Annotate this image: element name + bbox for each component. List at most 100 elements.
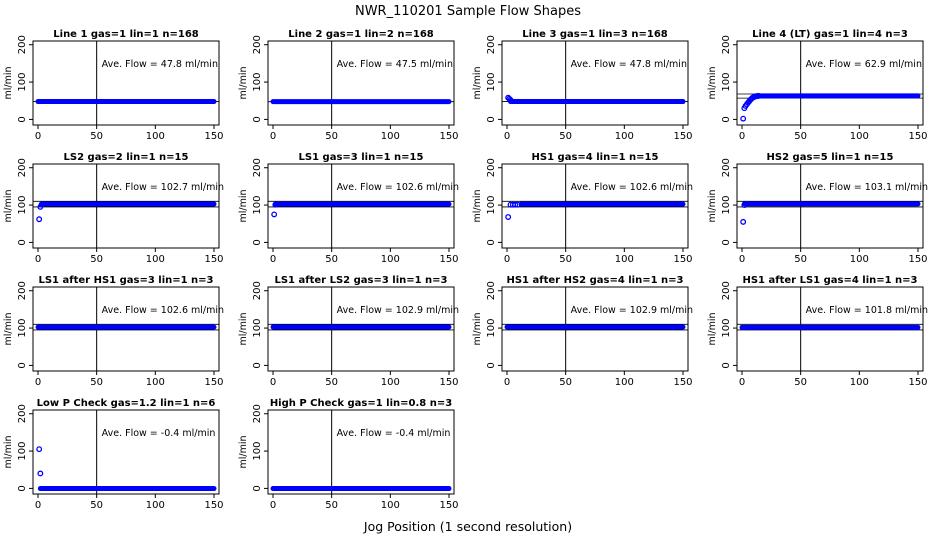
data-point bbox=[36, 216, 43, 223]
y-tick-label: 100 bbox=[252, 196, 263, 215]
x-tick-label: 150 bbox=[439, 377, 458, 388]
plot-frame bbox=[32, 40, 220, 126]
ave-flow-annotation: Ave. Flow = 102.6 ml/min bbox=[337, 182, 459, 193]
y-axis-label: ml/min bbox=[3, 435, 14, 468]
y-tick-label: 0 bbox=[252, 116, 263, 122]
panel-3: Line 3 gas=1 lin=3 n=168 Ave. Flow = 47.8… bbox=[472, 29, 693, 142]
panel-6: LS1 gas=3 lin=1 n=15 Ave. Flow = 102.6 ml… bbox=[238, 152, 459, 265]
y-tick-label: 200 bbox=[17, 158, 28, 177]
plot-frame bbox=[267, 286, 455, 372]
y-axis-label: ml/min bbox=[472, 312, 483, 345]
ave-flow-annotation: Ave. Flow = 47.8 ml/min bbox=[571, 59, 687, 70]
panel-1: Line 1 gas=1 lin=1 n=168 Ave. Flow = 47.8… bbox=[3, 29, 224, 142]
y-tick-label: 0 bbox=[721, 239, 732, 245]
ave-flow-annotation: Ave. Flow = 103.1 ml/min bbox=[806, 182, 928, 193]
data-point bbox=[272, 201, 279, 208]
x-tick-label: 100 bbox=[381, 500, 400, 511]
x-tick-label: 100 bbox=[850, 254, 869, 265]
y-tick-label: 100 bbox=[17, 73, 28, 92]
x-tick-label: 100 bbox=[850, 131, 869, 142]
data-point bbox=[507, 97, 514, 103]
data-point bbox=[514, 201, 521, 208]
y-axis-label: ml/min bbox=[238, 435, 249, 468]
x-tick-label: 50 bbox=[325, 131, 338, 142]
data-point bbox=[37, 470, 44, 477]
x-tick-label: 150 bbox=[908, 254, 927, 265]
figure-xlabel: Jog Position (1 second resolution) bbox=[363, 519, 572, 534]
y-tick-label: 200 bbox=[721, 35, 732, 54]
ave-flow-annotation: Ave. Flow = 102.7 ml/min bbox=[102, 182, 224, 193]
panel-title: High P Check gas=1 lin=0.8 n=3 bbox=[270, 398, 452, 409]
y-tick-label: 0 bbox=[486, 362, 497, 368]
plot-frame bbox=[267, 40, 455, 126]
plot-frame bbox=[32, 286, 220, 372]
x-tick-label: 0 bbox=[35, 254, 41, 265]
panel-12: HS1 after LS1 gas=4 lin=1 n=3 Ave. Flow =… bbox=[707, 275, 928, 388]
y-tick-label: 200 bbox=[721, 281, 732, 300]
x-tick-label: 0 bbox=[504, 377, 510, 388]
y-axis-label: ml/min bbox=[472, 66, 483, 99]
panel-title: HS1 gas=4 lin=1 n=15 bbox=[532, 152, 659, 163]
panel-8: HS2 gas=5 lin=1 n=15 Ave. Flow = 103.1 ml… bbox=[707, 152, 928, 265]
ave-flow-annotation: Ave. Flow = 47.8 ml/min bbox=[102, 59, 218, 70]
y-tick-label: 200 bbox=[17, 281, 28, 300]
x-tick-label: 150 bbox=[908, 131, 927, 142]
y-axis-label: ml/min bbox=[707, 312, 718, 345]
y-tick-label: 100 bbox=[17, 196, 28, 215]
x-tick-label: 50 bbox=[794, 377, 807, 388]
panel-11: HS1 after HS2 gas=4 lin=1 n=3 Ave. Flow =… bbox=[472, 275, 693, 388]
panel-title: LS1 after LS2 gas=3 lin=1 n=3 bbox=[274, 275, 447, 286]
y-tick-label: 100 bbox=[252, 319, 263, 338]
y-tick-label: 100 bbox=[252, 73, 263, 92]
x-tick-label: 50 bbox=[794, 254, 807, 265]
x-tick-label: 100 bbox=[146, 254, 165, 265]
panel-title: LS1 after HS1 gas=3 lin=1 n=3 bbox=[38, 275, 213, 286]
y-tick-label: 0 bbox=[721, 116, 732, 122]
y-tick-label: 100 bbox=[486, 319, 497, 338]
y-tick-label: 0 bbox=[17, 116, 28, 122]
plot-frame bbox=[267, 409, 455, 495]
y-tick-label: 100 bbox=[486, 196, 497, 215]
panel-title: Line 2 gas=1 lin=2 n=168 bbox=[288, 29, 434, 40]
data-point bbox=[740, 115, 747, 122]
y-axis-label: ml/min bbox=[472, 189, 483, 222]
y-axis-label: ml/min bbox=[238, 312, 249, 345]
ave-flow-annotation: Ave. Flow = 102.9 ml/min bbox=[337, 305, 459, 316]
y-axis-label: ml/min bbox=[238, 66, 249, 99]
y-tick-label: 200 bbox=[17, 404, 28, 423]
x-tick-label: 50 bbox=[559, 377, 572, 388]
y-tick-label: 0 bbox=[721, 362, 732, 368]
panel-10: LS1 after LS2 gas=3 lin=1 n=3 Ave. Flow =… bbox=[238, 275, 459, 388]
x-tick-label: 50 bbox=[325, 377, 338, 388]
plot-frame bbox=[501, 163, 689, 249]
plot-frame bbox=[736, 286, 924, 372]
x-tick-label: 50 bbox=[559, 254, 572, 265]
y-tick-label: 100 bbox=[17, 442, 28, 461]
data-point bbox=[505, 214, 512, 220]
x-tick-label: 0 bbox=[35, 131, 41, 142]
x-tick-label: 0 bbox=[739, 377, 745, 388]
data-point bbox=[755, 92, 762, 99]
y-tick-label: 0 bbox=[252, 362, 263, 368]
ave-flow-annotation: Ave. Flow = 47.5 ml/min bbox=[337, 59, 453, 70]
data-point bbox=[38, 201, 45, 208]
x-tick-label: 150 bbox=[204, 254, 223, 265]
panel-5: LS2 gas=2 lin=1 n=15 Ave. Flow = 102.7 ml… bbox=[3, 152, 224, 265]
x-tick-label: 150 bbox=[439, 500, 458, 511]
x-tick-label: 150 bbox=[439, 254, 458, 265]
x-tick-label: 0 bbox=[270, 377, 276, 388]
x-tick-label: 50 bbox=[90, 131, 103, 142]
x-tick-label: 150 bbox=[673, 254, 692, 265]
y-tick-label: 200 bbox=[486, 158, 497, 177]
y-tick-label: 100 bbox=[721, 73, 732, 92]
panel-title: HS1 after LS1 gas=4 lin=1 n=3 bbox=[742, 275, 917, 286]
panel-title: Line 4 (LT) gas=1 lin=4 n=3 bbox=[752, 29, 908, 40]
ave-flow-annotation: Ave. Flow = 102.6 ml/min bbox=[571, 182, 693, 193]
x-tick-label: 0 bbox=[35, 377, 41, 388]
ave-flow-annotation: Ave. Flow = -0.4 ml/min bbox=[102, 428, 216, 439]
data-point bbox=[271, 211, 278, 218]
x-tick-label: 150 bbox=[673, 377, 692, 388]
panel-13: Low P Check gas=1.2 lin=1 n=6 Ave. Flow =… bbox=[3, 398, 224, 511]
plot-frame bbox=[32, 163, 220, 249]
x-tick-label: 0 bbox=[504, 254, 510, 265]
